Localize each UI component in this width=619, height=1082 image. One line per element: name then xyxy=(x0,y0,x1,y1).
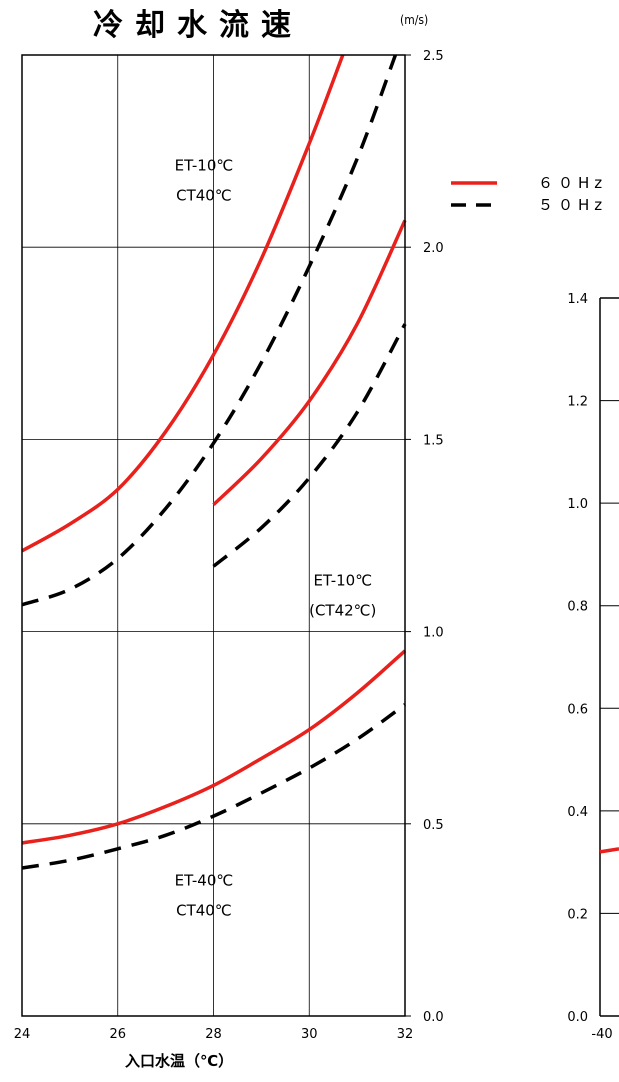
y-tick-label: 2.5 xyxy=(423,49,444,64)
series-line-4 xyxy=(212,323,407,568)
second-chart-series xyxy=(599,847,619,854)
y-tick-label: 0.0 xyxy=(423,1010,444,1025)
x-tick-label: 32 xyxy=(397,1027,414,1042)
x-tick-label: 28 xyxy=(205,1027,222,1042)
second-series-line-1 xyxy=(599,847,619,854)
y-tick-label: 0.5 xyxy=(423,818,444,833)
second-y-tick-label: 1.2 xyxy=(567,395,588,410)
curve-annotation-3-line-1: ET-40℃ xyxy=(175,871,234,889)
second-chart-partial: 0.0 0.2 0.4 0.6 0.8 1.0 1.2 1.4 -40 xyxy=(567,292,619,1042)
legend-label-2: ５０Hz xyxy=(538,196,607,214)
second-y-tick-label: 0.6 xyxy=(567,702,588,717)
series-line-3 xyxy=(212,219,407,506)
tick-labels: 24 26 28 30 32 0.0 0.5 1.0 1.5 2.0 2.5 xyxy=(14,49,444,1042)
second-chart-axes xyxy=(599,297,619,1017)
legend-label-1: ６０Hz xyxy=(538,174,607,192)
second-y-tick-label: 0.2 xyxy=(567,907,588,922)
flow-rate-chart: 冷却水流速 (m/s) 24 26 28 30 32 0.0 0.5 1.0 1.5 2.0 2.5… xyxy=(14,8,607,1070)
series-line-6 xyxy=(21,703,407,870)
y-tick-label: 1.0 xyxy=(423,626,444,641)
x-tick-label: 26 xyxy=(109,1027,126,1042)
y-axis-unit: (m/s) xyxy=(400,13,428,27)
y-tick-label: 2.0 xyxy=(423,241,444,256)
second-y-tick-label: 1.0 xyxy=(567,497,588,512)
series-line-1 xyxy=(21,54,345,553)
x-tick-label: 24 xyxy=(14,1027,31,1042)
curve-annotation-3-line-2: CT40℃ xyxy=(176,901,232,919)
second-x-tick-label: -40 xyxy=(591,1027,612,1042)
second-y-tick-label: 0.8 xyxy=(567,600,588,615)
series-lines xyxy=(21,54,407,870)
second-y-tick-label: 1.4 xyxy=(567,292,588,307)
series-line-2 xyxy=(21,54,398,607)
chart-title: 冷却水流速 xyxy=(93,8,303,43)
plot-frame xyxy=(21,54,406,1017)
second-y-tick-label: 0.4 xyxy=(567,805,588,820)
curve-annotations: ET-10℃ CT40℃ ET-10℃ (CT42℃) ET-40℃ CT40℃ xyxy=(175,156,377,919)
series-line-5 xyxy=(21,649,407,845)
curve-annotation-1-line-2: CT40℃ xyxy=(176,186,232,204)
curve-annotation-1-line-1: ET-10℃ xyxy=(175,156,234,174)
second-chart-tick-labels: 0.0 0.2 0.4 0.6 0.8 1.0 1.2 1.4 -40 xyxy=(567,292,612,1042)
x-tick-label: 30 xyxy=(301,1027,318,1042)
x-axis-label: 入口水温（℃） xyxy=(125,1052,233,1070)
second-y-tick-label: 0.0 xyxy=(567,1010,588,1025)
curve-annotation-2-line-2: (CT42℃) xyxy=(309,601,376,619)
grid-lines xyxy=(22,54,411,1017)
legend: ６０Hz ５０Hz xyxy=(451,174,607,214)
curve-annotation-2-line-1: ET-10℃ xyxy=(313,571,372,589)
y-tick-label: 1.5 xyxy=(423,433,444,448)
